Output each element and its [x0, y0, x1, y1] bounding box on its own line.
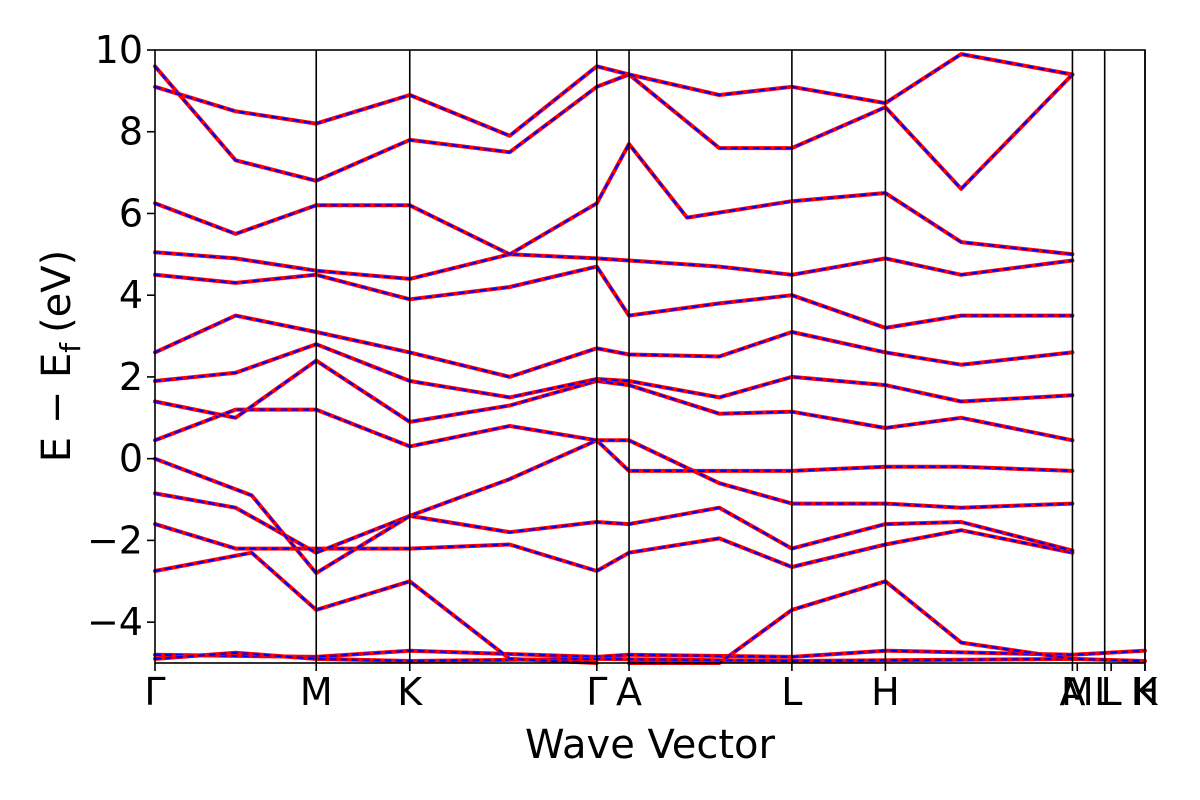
y-tick-label-3: 2	[119, 355, 143, 399]
band-11-series-0	[153, 264, 1075, 330]
x-tick-label-7: A	[1059, 670, 1085, 714]
band-13-series-1	[153, 142, 1074, 256]
y-tick-label-1: −2	[87, 518, 143, 562]
band-5-series-1	[153, 492, 1074, 554]
x-tick-label-10: L	[1101, 670, 1122, 714]
y-tick-label-0: −4	[87, 600, 143, 644]
band-10-series-1	[153, 314, 1074, 378]
bands-layer	[153, 52, 1147, 665]
band-9-series-1	[153, 343, 1074, 403]
band-7-series-1	[153, 408, 1074, 472]
y-tick-label-7: 10	[95, 28, 143, 72]
band-4-series-1	[153, 522, 1074, 573]
band-6-series-1	[153, 439, 1074, 575]
y-tick-label-4: 4	[119, 273, 143, 317]
x-tick-label-1: M	[300, 670, 333, 714]
band-8-series-0	[153, 358, 1075, 443]
x-tick-label-6: H	[871, 670, 900, 714]
band-10-series-0	[153, 313, 1075, 379]
x-tick-label-3: Γ	[586, 670, 607, 714]
band-8-series-1	[153, 359, 1074, 442]
y-axis-label-subscript: f	[54, 342, 87, 353]
band-11-series-1	[153, 265, 1074, 329]
x-tick-label-11: H	[1131, 670, 1160, 714]
x-tick-label-12: K	[1133, 670, 1159, 714]
band-3-series-0	[627, 579, 1075, 665]
band-6-series-0	[153, 438, 1075, 576]
plot-frame	[154, 49, 1146, 664]
x-axis-label: Wave Vector	[525, 722, 776, 768]
y-axis-label-main: E − E	[34, 353, 80, 463]
band-2-series-0	[153, 550, 599, 665]
band-15-series-0	[153, 52, 1075, 138]
band-12-series-1	[153, 251, 1074, 280]
x-tick-label-8: M	[1061, 670, 1094, 714]
x-tick-label-0: Γ	[144, 670, 165, 714]
band-12-series-0	[153, 250, 1075, 281]
x-tick-label-2: K	[397, 670, 423, 714]
y-axis-label: E − Ef (eV)	[34, 250, 87, 463]
band-1-series-1	[153, 651, 1147, 663]
x-tick-label-9: L	[1094, 670, 1115, 714]
y-ticks-layer: −4 −2 0 2 4 6 8 10	[87, 28, 155, 644]
y-axis-label-unit: (eV)	[34, 250, 80, 333]
x-tick-label-4: A	[616, 670, 642, 714]
y-tick-label-5: 6	[119, 191, 143, 235]
band-2-series-1	[153, 551, 598, 665]
y-tick-label-2: 0	[119, 437, 143, 481]
x-tick-label-5: L	[781, 670, 802, 714]
band-15-series-1	[153, 52, 1074, 137]
y-tick-label-6: 8	[119, 110, 143, 154]
x-ticks-layer: Γ M K Γ A L H AM LL HK	[144, 663, 1159, 714]
band-14-series-1	[153, 65, 1074, 190]
